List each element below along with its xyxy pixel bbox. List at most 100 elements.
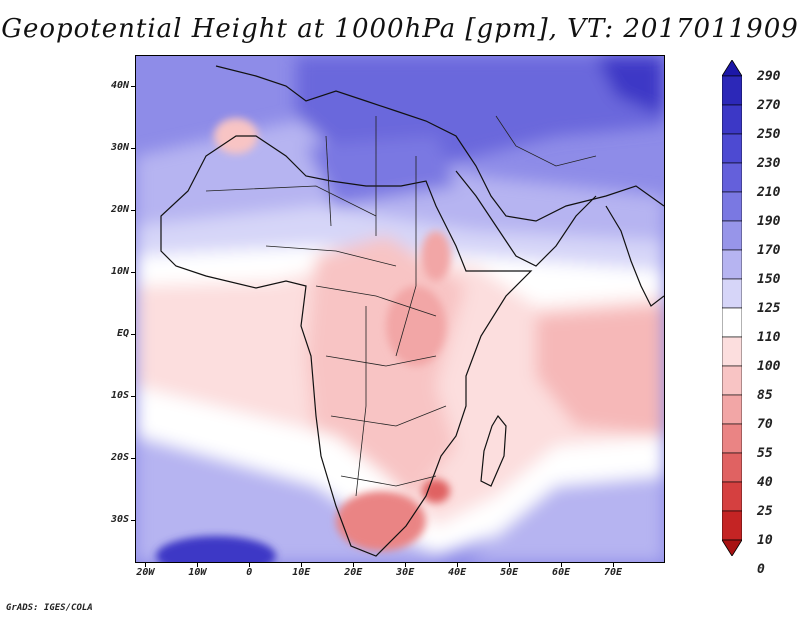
lon-tick-label: 60E: [552, 567, 571, 578]
lon-tick-label: 10E: [292, 567, 311, 578]
lon-tick: [197, 563, 199, 567]
madagascar-coastline: [480, 414, 507, 487]
lon-tick: [457, 563, 459, 567]
colorbar-swatch: [721, 191, 743, 222]
grads-credit: GrADS: IGES/COLA: [6, 603, 93, 613]
colorbar-level-label: 170: [757, 243, 781, 258]
border-line: [205, 185, 377, 217]
map-panel: [135, 55, 665, 563]
field-south-light-east: [466, 476, 664, 562]
border-line: [340, 475, 437, 487]
colorbar-swatch: [721, 452, 743, 483]
geopotential-field: [136, 56, 664, 562]
africa-coastline: [160, 135, 533, 557]
colorbar-level-label: 40: [757, 475, 773, 490]
colorbar-swatch: [721, 336, 743, 367]
colorbar-swatch: [721, 394, 743, 425]
colorbar-swatch: [721, 133, 743, 164]
lon-tick: [249, 563, 251, 567]
colorbar-swatch: [721, 104, 743, 135]
colorbar-swatches: [721, 59, 743, 557]
coastlines: [160, 65, 664, 557]
border-line: [395, 156, 417, 357]
field-indian-ocean-pink: [536, 306, 664, 436]
colorbar-level-label: 100: [757, 359, 781, 374]
arabia-coastline: [455, 170, 597, 267]
colorbar-level-label: 190: [757, 214, 781, 229]
colorbar-level-label: 250: [757, 127, 781, 142]
colorbar-swatch: [721, 481, 743, 512]
field-north-deep: [296, 56, 664, 166]
colorbar-level-label: 0: [757, 562, 765, 577]
lon-tick-label: 20E: [344, 567, 363, 578]
field-max-mozambique: [422, 479, 450, 503]
lon-tick-label: 40E: [448, 567, 467, 578]
border-line: [325, 135, 332, 227]
lat-tick: [131, 271, 135, 273]
colorbar-level-label: 55: [757, 446, 773, 461]
lon-tick-label: 10W: [188, 567, 207, 578]
colorbar-swatch: [721, 162, 743, 193]
country-borders: [205, 115, 597, 497]
lat-tick-label: 20N: [110, 203, 129, 215]
lat-tick-label: 30S: [110, 513, 129, 525]
lon-tick: [613, 563, 615, 567]
field-max-southafrica: [336, 491, 426, 551]
lat-tick-label: 10N: [110, 265, 129, 277]
field-max-eastafrica: [386, 286, 446, 366]
lat-tick-label: 30N: [110, 141, 129, 153]
field-south-white: [136, 386, 664, 556]
colorbar-top-arrow: [721, 59, 743, 77]
lat-tick-label: 40N: [110, 79, 129, 91]
colorbar-level-label: 10: [757, 533, 773, 548]
colorbar-level-label: 230: [757, 156, 781, 171]
colorbar-swatch: [721, 220, 743, 251]
colorbar-level-label: 70: [757, 417, 773, 432]
lon-tick: [145, 563, 147, 567]
lat-tick: [131, 457, 135, 459]
lon-tick-label: 30E: [396, 567, 415, 578]
lon-tick-label: 0: [246, 567, 253, 578]
colorbar-swatch: [721, 249, 743, 280]
colorbar-swatch: [721, 365, 743, 396]
field-himalaya-deep: [596, 56, 664, 116]
colorbar-swatch: [721, 75, 743, 106]
border-line: [355, 306, 367, 497]
colorbar-swatch: [721, 307, 743, 338]
colorbar-level-label: 125: [757, 301, 781, 316]
colorbar-level-label: 85: [757, 388, 773, 403]
lat-tick-label: 20S: [110, 451, 129, 463]
lat-tick: [131, 85, 135, 87]
colorbar: [721, 59, 743, 557]
colorbar-swatch: [721, 423, 743, 454]
lat-tick: [131, 147, 135, 149]
lat-tick-label: 10S: [110, 389, 129, 401]
border-line: [495, 115, 597, 167]
border-line: [315, 285, 437, 317]
field-min-southatlantic: [156, 536, 276, 562]
lon-tick-label: 20W: [136, 567, 155, 578]
lon-tick: [509, 563, 511, 567]
colorbar-level-label: 270: [757, 98, 781, 113]
colorbar-level-label: 25: [757, 504, 773, 519]
lat-tick-label: EQ: [116, 327, 129, 339]
lon-tick: [561, 563, 563, 567]
europe-coastline: [215, 65, 664, 222]
lat-tick: [131, 333, 135, 335]
colorbar-level-label: 210: [757, 185, 781, 200]
border-line: [265, 245, 397, 267]
border-line: [325, 355, 437, 367]
lat-tick: [131, 519, 135, 521]
colorbar-bottom-arrow: [721, 539, 743, 557]
lat-tick: [131, 209, 135, 211]
lon-tick: [405, 563, 407, 567]
colorbar-level-label: 290: [757, 69, 781, 84]
field-max-ethiopia: [421, 231, 451, 281]
india-coastline: [605, 205, 664, 307]
colorbar-level-label: 110: [757, 330, 781, 345]
lon-tick-label: 70E: [604, 567, 623, 578]
border-line: [330, 405, 447, 427]
colorbar-swatch: [721, 510, 743, 541]
lon-tick: [301, 563, 303, 567]
colorbar-swatch: [721, 278, 743, 309]
